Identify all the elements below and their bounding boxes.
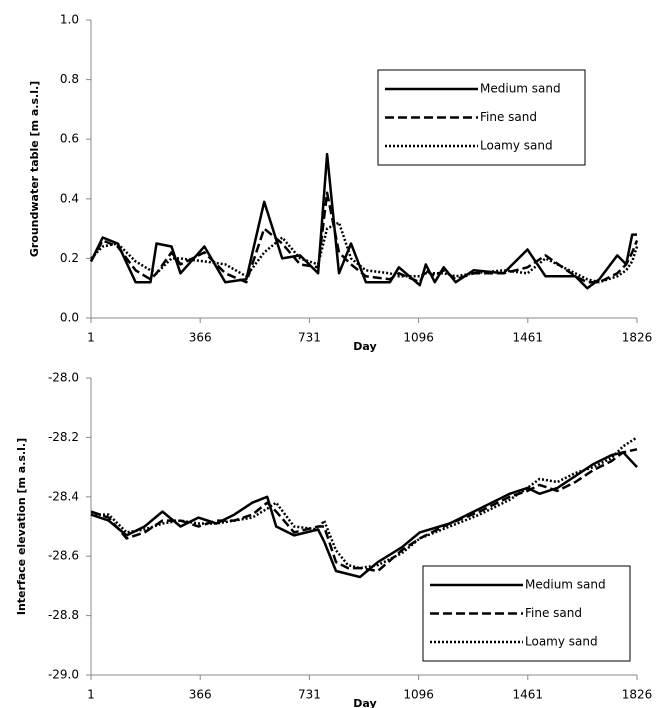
series-line	[89, 152, 637, 290]
legend-label: Fine sand	[480, 110, 537, 124]
x-axis-title: Day	[353, 697, 376, 708]
x-tick-label: 731	[298, 688, 321, 702]
x-tick-label: 1096	[403, 688, 434, 702]
y-tick-label: -28.2	[48, 430, 79, 444]
x-tick-label: 1461	[513, 688, 544, 702]
y-axis-title: Interface elevation [m a.s.l.]	[15, 438, 28, 615]
x-tick-label: 1461	[513, 331, 544, 345]
x-tick-label: 1826	[622, 331, 653, 345]
x-tick-label: 1	[87, 331, 95, 345]
x-tick-label: 366	[189, 688, 212, 702]
series-line	[90, 451, 638, 579]
series-line	[89, 191, 639, 284]
y-tick-label: 0.4	[60, 191, 79, 205]
legend-label: Loamy sand	[525, 635, 598, 649]
x-tick-label: 1	[87, 688, 95, 702]
legend-label: Loamy sand	[480, 139, 553, 153]
x-axis-title: Day	[353, 340, 376, 353]
series-line	[90, 448, 638, 573]
x-tick-label: 1096	[403, 331, 434, 345]
y-tick-label: 0.8	[60, 72, 79, 86]
y-tick-label: 1.0	[60, 13, 79, 27]
y-tick-label: -28.8	[48, 608, 79, 622]
x-tick-label: 366	[189, 331, 212, 345]
x-tick-label: 731	[298, 331, 321, 345]
y-tick-label: -29.0	[48, 668, 79, 682]
legend: Medium sand Fine sand Loamy sand	[377, 69, 586, 166]
series-line	[91, 436, 638, 570]
y-tick-label: -28.6	[48, 549, 79, 563]
y-tick-label: -28.0	[48, 371, 79, 385]
legend-label: Medium sand	[480, 82, 561, 96]
y-tick-label: 0.2	[60, 251, 79, 265]
series-line	[90, 221, 639, 284]
legend-label: Fine sand	[525, 606, 582, 620]
x-tick-label: 1826	[622, 688, 653, 702]
y-tick-label: -28.4	[48, 489, 79, 503]
y-tick-label: 0.0	[60, 311, 79, 325]
y-tick-label: 0.6	[60, 132, 79, 146]
legend: Medium sand Fine sand Loamy sand	[422, 565, 631, 662]
legend-label: Medium sand	[525, 578, 606, 592]
y-axis-title: Groundwater table [m a.s.l.]	[28, 81, 41, 257]
